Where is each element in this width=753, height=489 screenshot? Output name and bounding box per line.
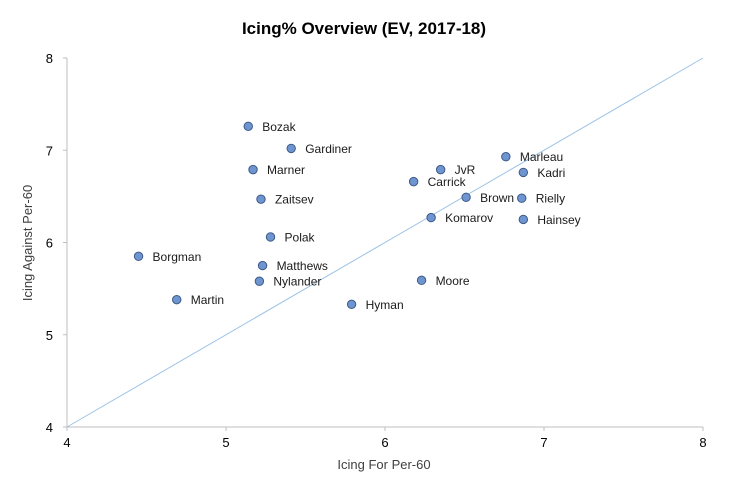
data-point[interactable] (286, 143, 296, 154)
data-point-label: Bozak (262, 120, 296, 134)
data-point[interactable] (518, 167, 529, 178)
data-point[interactable] (518, 214, 529, 225)
y-tick-label: 4 (46, 420, 53, 435)
data-point[interactable] (172, 294, 182, 305)
data-point[interactable] (461, 192, 471, 202)
y-tick-label: 8 (46, 51, 53, 66)
data-point-label: Martin (191, 293, 224, 307)
data-point-label: Kadri (537, 166, 565, 180)
data-point[interactable] (257, 260, 268, 271)
data-point-label: JvR (455, 163, 476, 177)
data-point[interactable] (265, 232, 276, 242)
x-tick-label: 5 (222, 435, 229, 450)
data-point-label: Hainsey (537, 213, 580, 227)
data-point-label: Gardiner (305, 142, 352, 156)
data-point-label: Moore (436, 274, 470, 288)
reference-line-group (66, 57, 704, 428)
data-point[interactable] (133, 251, 144, 262)
chart-title: Icing% Overview (EV, 2017-18) (242, 19, 486, 38)
y-tick-label: 5 (46, 328, 53, 343)
data-point[interactable] (256, 194, 266, 204)
data-point-label: Hyman (366, 298, 404, 312)
data-point-label: Carrick (428, 175, 467, 189)
x-tick-label: 7 (540, 435, 547, 450)
data-point-label: Komarov (445, 211, 493, 225)
data-point-label: Borgman (153, 250, 202, 264)
data-point[interactable] (517, 193, 527, 203)
data-point-label: Marleau (520, 150, 563, 164)
y-tick-label: 6 (46, 236, 53, 251)
x-axis-title: Icing For Per-60 (337, 457, 430, 472)
data-point-label: Rielly (536, 192, 565, 206)
x-tick-label: 6 (381, 435, 388, 450)
data-point[interactable] (416, 275, 427, 286)
data-point-label: Marner (267, 163, 305, 177)
data-point[interactable] (426, 212, 436, 223)
data-point[interactable] (254, 276, 265, 286)
y-axis-title: Icing Against Per-60 (20, 185, 35, 301)
data-point[interactable] (346, 299, 357, 310)
axes: 4 5 6 7 8 4 5 6 7 8 (46, 51, 707, 450)
data-point[interactable] (435, 164, 446, 175)
reference-line (66, 57, 704, 428)
x-tick-label: 8 (699, 435, 706, 450)
data-point[interactable] (248, 164, 258, 175)
y-tick-label: 7 (46, 143, 53, 158)
data-point-label: Matthews (277, 259, 328, 273)
data-point-label: Nylander (273, 275, 321, 289)
data-point-label: Brown (480, 191, 514, 205)
data-point-label: Zaitsev (275, 193, 314, 207)
data-point-label: Polak (285, 230, 316, 244)
data-point[interactable] (243, 121, 253, 131)
data-point[interactable] (501, 152, 511, 162)
x-tick-label: 4 (63, 435, 70, 450)
data-point[interactable] (408, 176, 419, 187)
